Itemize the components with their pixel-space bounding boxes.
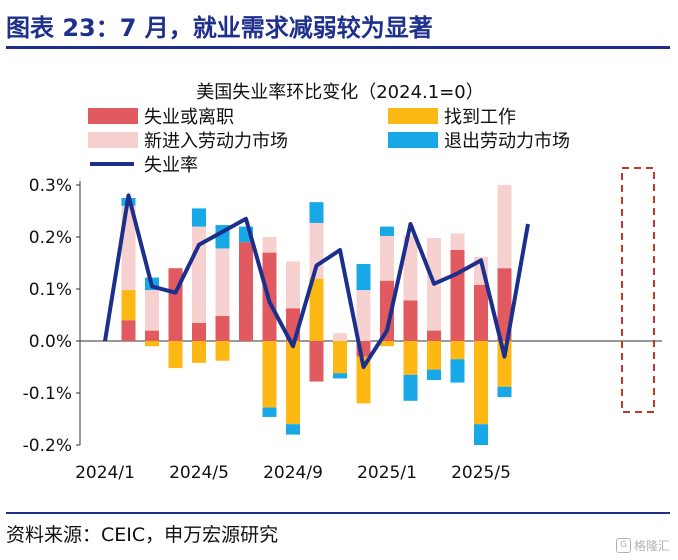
bar-3-series-1 <box>168 341 183 369</box>
legend-swatch-2 <box>88 132 138 148</box>
bar-7-series-3 <box>262 407 277 417</box>
bar-17-series-0 <box>497 268 512 341</box>
bar-2-series-0 <box>145 330 159 341</box>
x-tick-label: 2024/9 <box>263 463 323 483</box>
bar-16-series-0 <box>474 284 488 341</box>
bar-8-series-2 <box>286 261 300 309</box>
x-tick-label: 2024/1 <box>75 463 135 483</box>
bar-17-series-2 <box>497 185 512 269</box>
bar-13-series-0 <box>403 300 418 341</box>
bar-13-series-3 <box>403 374 418 401</box>
legend-label-2: 新进入劳动力市场 <box>144 131 288 152</box>
bar-2-series-2 <box>145 290 159 331</box>
bar-11-series-3 <box>356 264 371 291</box>
bar-17-series-1 <box>497 341 512 387</box>
bar-10-series-2 <box>333 333 347 341</box>
x-tick-label: 2025/1 <box>357 463 417 483</box>
bar-1-series-1 <box>121 290 136 321</box>
bar-10-series-1 <box>333 341 347 374</box>
bar-16-series-3 <box>474 424 488 445</box>
watermark-logo-icon: G <box>615 538 631 553</box>
x-tick-label: 2025/5 <box>451 463 511 483</box>
y-tick-label: -0.1% <box>23 384 72 404</box>
bar-15-series-3 <box>450 359 465 383</box>
legend-label-1: 找到工作 <box>444 107 516 128</box>
y-tick-label: -0.2% <box>23 436 72 456</box>
bar-15-series-1 <box>450 341 465 360</box>
bar-1-series-0 <box>121 320 136 341</box>
bar-5-series-2 <box>215 248 230 317</box>
bar-13-series-1 <box>403 341 418 375</box>
bar-14-series-0 <box>427 330 441 341</box>
y-tick-label: 0.1% <box>29 280 72 300</box>
bar-9-series-1 <box>309 278 324 341</box>
bar-12-series-0 <box>380 280 394 341</box>
footer-rule <box>6 512 670 514</box>
legend-label-0: 失业或离职 <box>144 107 234 128</box>
legend-swatch-0 <box>88 108 138 124</box>
y-tick-label: 0.3% <box>29 176 72 196</box>
bar-2-series-1 <box>145 341 159 347</box>
bar-5-series-1 <box>215 341 230 361</box>
title-rule <box>6 46 670 49</box>
bar-12-series-1 <box>380 341 394 347</box>
bar-12-series-3 <box>380 226 394 236</box>
legend-swatch-3 <box>388 132 438 148</box>
bar-15-series-2 <box>450 233 465 250</box>
legend-label-4: 失业率 <box>144 155 198 176</box>
bar-8-series-1 <box>286 341 300 425</box>
bar-11-series-1 <box>356 356 371 404</box>
watermark-text: 格隆汇 <box>633 539 670 553</box>
bar-14-series-1 <box>427 341 441 370</box>
latest-month-highlight-box <box>621 167 655 413</box>
bar-14-series-3 <box>427 369 441 380</box>
bar-7-series-1 <box>262 341 277 408</box>
bar-11-series-2 <box>356 290 371 341</box>
bar-4-series-0 <box>192 322 206 341</box>
bar-7-series-2 <box>262 237 277 253</box>
bar-12-series-2 <box>380 235 394 281</box>
unemployment-line <box>103 193 530 369</box>
bar-5-series-0 <box>215 316 230 341</box>
y-tick-label: 0.0% <box>29 332 72 352</box>
chart-title: 美国失业率环比变化（2024.1=0） <box>196 82 484 103</box>
legend-label-3: 退出劳动力市场 <box>444 131 570 152</box>
figure-title: 图表 23：7 月，就业需求减弱较为显著 <box>6 14 433 42</box>
y-tick-label: 0.2% <box>29 228 72 248</box>
bar-15-series-0 <box>450 250 465 341</box>
bar-6-series-0 <box>239 242 253 341</box>
bar-13-series-2 <box>403 235 418 301</box>
x-tick-label: 2024/5 <box>169 463 229 483</box>
bar-4-series-1 <box>192 341 206 363</box>
bar-9-series-3 <box>309 202 324 223</box>
bar-16-series-1 <box>474 341 488 425</box>
bar-4-series-3 <box>192 208 206 227</box>
bar-10-series-3 <box>333 373 347 379</box>
watermark: G 格隆汇 <box>615 537 670 554</box>
bar-17-series-3 <box>497 386 512 398</box>
legend-swatch-1 <box>388 108 438 124</box>
source-note: 资料来源：CEIC，申万宏源研究 <box>6 524 279 546</box>
bar-8-series-3 <box>286 424 300 435</box>
bar-9-series-0 <box>309 341 324 382</box>
